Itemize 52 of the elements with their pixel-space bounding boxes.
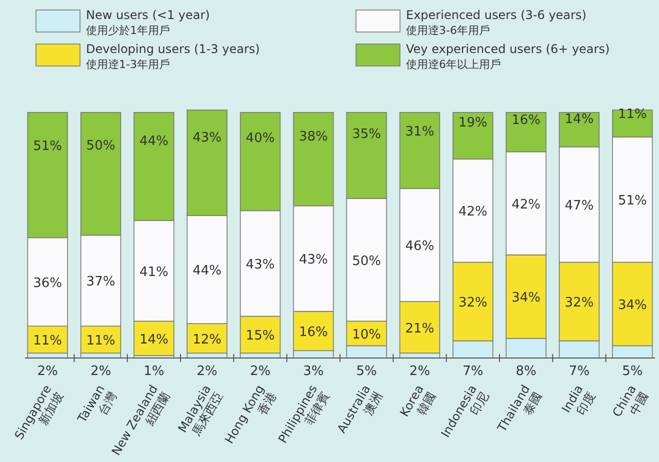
data-label: 51% bbox=[33, 139, 62, 154]
data-label: 50% bbox=[352, 254, 382, 269]
data-label: 35% bbox=[352, 127, 382, 142]
data-label: 2% bbox=[250, 364, 271, 379]
data-label: 31% bbox=[405, 124, 434, 140]
legend-label: Developing users (1-3 years) 使用逹1-3年用戶 bbox=[86, 42, 260, 71]
data-label: 42% bbox=[458, 204, 488, 220]
data-label: 8% bbox=[516, 364, 536, 379]
data-label: 15% bbox=[246, 328, 275, 344]
data-label: 12% bbox=[192, 332, 222, 348]
data-label: 34% bbox=[512, 290, 541, 306]
data-label: 43% bbox=[192, 130, 222, 146]
data-label: 5% bbox=[356, 364, 377, 379]
data-label: 44% bbox=[139, 134, 168, 149]
data-label: 2% bbox=[196, 364, 218, 379]
legend-label: Experienced users (3-6 years) 使用逹3-6年用戶 bbox=[406, 8, 586, 37]
data-label: 32% bbox=[458, 296, 488, 311]
data-label: 10% bbox=[352, 327, 382, 342]
data-label: 11% bbox=[618, 107, 647, 122]
data-label: 7% bbox=[568, 364, 590, 379]
data-label: 2% bbox=[409, 364, 430, 379]
data-label: 1% bbox=[144, 364, 164, 379]
data-label: 50% bbox=[86, 138, 116, 154]
data-label: 32% bbox=[564, 296, 594, 311]
data-label: 46% bbox=[405, 239, 434, 254]
data-label: 3% bbox=[303, 364, 324, 379]
data-label: 2% bbox=[37, 364, 58, 379]
data-label: 36% bbox=[33, 276, 62, 291]
data-label: 11% bbox=[86, 334, 116, 349]
data-label: 16% bbox=[298, 324, 328, 340]
data-label: 16% bbox=[512, 113, 541, 128]
data-label: 43% bbox=[298, 252, 328, 268]
legend-label: New users (<1 year) 使用少於1年用戶 bbox=[86, 8, 210, 37]
data-label: 21% bbox=[405, 321, 434, 336]
data-label: 2% bbox=[90, 364, 112, 379]
data-label: 5% bbox=[622, 364, 643, 379]
data-label: 40% bbox=[246, 130, 275, 146]
data-label: 38% bbox=[298, 129, 328, 144]
data-label: 44% bbox=[192, 264, 222, 279]
data-label: 43% bbox=[246, 257, 275, 272]
data-label: 11% bbox=[33, 334, 62, 349]
data-label: 51% bbox=[618, 194, 647, 209]
data-label: 41% bbox=[139, 264, 168, 280]
data-label: 34% bbox=[618, 298, 647, 313]
data-label: 37% bbox=[86, 274, 116, 290]
legend-label: Vey experienced users (6+ years) 使用逹6年以上用戶 bbox=[406, 42, 610, 71]
data-label: 14% bbox=[139, 332, 168, 348]
data-label: 7% bbox=[462, 364, 484, 379]
data-label: 47% bbox=[564, 198, 594, 214]
data-label: 14% bbox=[564, 112, 594, 127]
data-label: 42% bbox=[512, 197, 541, 212]
data-label: 19% bbox=[458, 115, 488, 130]
